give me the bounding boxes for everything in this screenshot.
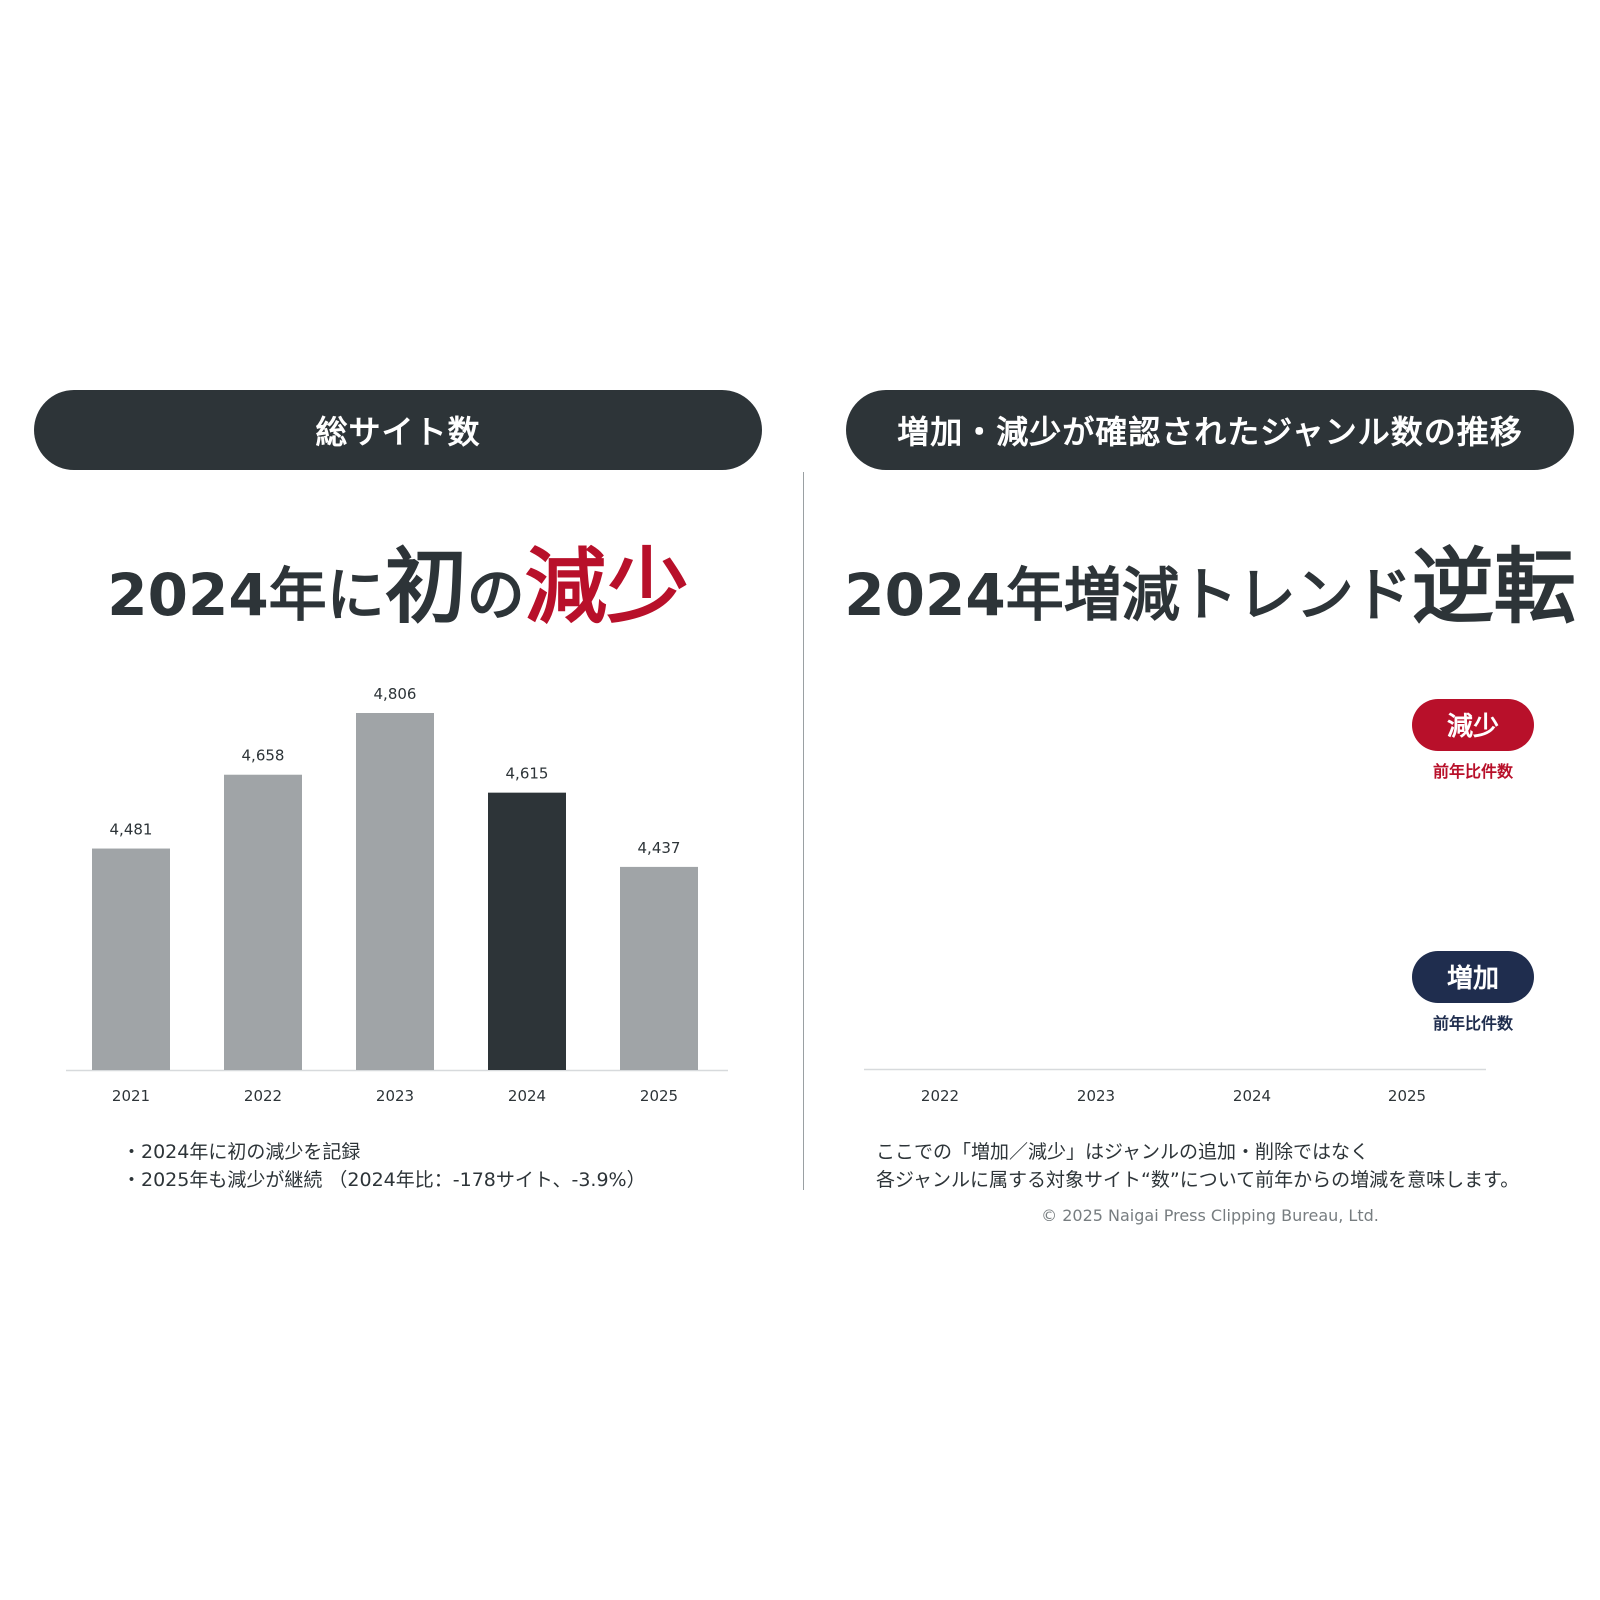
genre-trend-line-chart: 202220232024202512173333減少前年比件数3428129増加… [864, 699, 1534, 1105]
x-tick-label: 2025 [1388, 1087, 1426, 1105]
x-tick-label: 2023 [1077, 1087, 1115, 1105]
headline-trend-text: 増減トレンド [1063, 561, 1412, 629]
bar-2023 [356, 713, 434, 1070]
x-tick-label: 2021 [112, 1087, 150, 1105]
bar-value-label: 4,806 [374, 685, 417, 703]
right-notes: ここでの「増加／減少」はジャンルの追加・削除ではなく 各ジャンルに属する対象サイ… [876, 1138, 1519, 1194]
note-line: ここでの「増加／減少」はジャンルの追加・削除ではなく [876, 1141, 1370, 1163]
bar-2024 [488, 792, 566, 1070]
legend-sublabel: 前年比件数 [1433, 1014, 1514, 1033]
headline-year-text: 2024年に [107, 561, 385, 629]
bar-value-label: 4,658 [242, 747, 285, 765]
legend-label: 増加 [1447, 964, 1499, 994]
x-tick-label: 2024 [508, 1087, 546, 1105]
left-headline: 2024年に初の減少 [34, 520, 762, 640]
headline-reversal-text: 逆転 [1411, 540, 1576, 635]
legend-label: 減少 [1447, 712, 1499, 742]
note-line: 各ジャンルに属する対象サイト“数”について前年からの増減を意味します。 [876, 1169, 1520, 1191]
x-tick-label: 2024 [1233, 1087, 1271, 1105]
right-headline: 2024年 増減トレンド 逆転 [844, 520, 1576, 640]
total-sites-bar-chart: 4,481 2021 4,658 2022 4,806 2023 4,615 2024 4,43… [66, 685, 728, 1105]
total-sites-header: 総サイト数 [34, 390, 762, 470]
left-notes: ・2024年に初の減少を記録 ・2025年も減少が継続 （2024年比：-178… [122, 1138, 646, 1194]
copyright-text: © 2025 Naigai Press Clipping Bureau, Ltd… [1041, 1206, 1379, 1225]
legend-sublabel: 前年比件数 [1433, 762, 1514, 781]
headline-year-text: 2024年 [844, 561, 1064, 629]
x-tick-label: 2022 [921, 1087, 959, 1105]
genre-trend-header: 増加・減少が確認されたジャンル数の推移 [846, 390, 1574, 470]
legend-pill-増加 [1412, 951, 1534, 1003]
bar-value-label: 4,615 [506, 765, 549, 783]
note-line: ・2025年も減少が継続 （2024年比：-178サイト、-3.9%） [122, 1169, 646, 1191]
bar-value-label: 4,481 [110, 821, 153, 839]
bar-value-label: 4,437 [638, 839, 681, 857]
headline-first-text: 初 [384, 540, 467, 635]
bar-2025 [620, 866, 698, 1070]
headline-no-text: の [466, 561, 525, 629]
center-divider [803, 472, 804, 1190]
x-tick-label: 2025 [640, 1087, 678, 1105]
x-tick-label: 2023 [376, 1087, 414, 1105]
bar-2022 [224, 774, 302, 1070]
x-tick-label: 2022 [244, 1087, 282, 1105]
legend-pill-減少 [1412, 699, 1534, 751]
note-line: ・2024年に初の減少を記録 [122, 1141, 361, 1163]
headline-decrease-text: 減少 [524, 540, 689, 635]
bar-2021 [92, 848, 170, 1070]
